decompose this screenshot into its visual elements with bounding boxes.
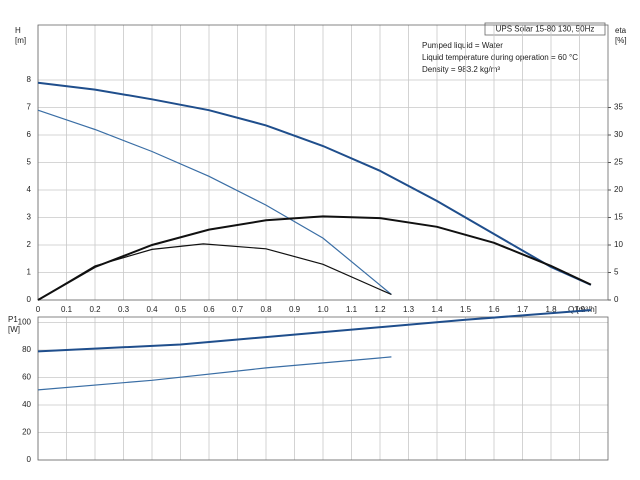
y2-label: eta <box>615 26 627 35</box>
x-tick-label: 0.8 <box>260 305 272 314</box>
curve <box>37 109 392 295</box>
y-tick-label: 6 <box>27 130 32 139</box>
x-tick-label: 1.2 <box>374 305 386 314</box>
y-tick-label: 5 <box>27 158 32 167</box>
x-tick-label: 1.0 <box>317 305 329 314</box>
y2-tick-label: 10 <box>614 240 623 249</box>
x-tick-label: 1.4 <box>431 305 443 314</box>
y-tick-label: 1 <box>27 268 32 277</box>
y-label: P1 <box>8 315 18 324</box>
plot-frame <box>37 316 609 461</box>
y2-tick-label: 5 <box>614 268 619 277</box>
x-tick-label: 1.1 <box>346 305 358 314</box>
x-tick-label: 0.4 <box>146 305 158 314</box>
x-tick-label: 0.1 <box>61 305 73 314</box>
x-tick-label: 0.9 <box>289 305 301 314</box>
y-label: H <box>15 26 21 35</box>
curve <box>37 243 392 301</box>
x-tick-label: 0.7 <box>232 305 244 314</box>
x-tick-label: 1.7 <box>517 305 529 314</box>
y2-tick-label: 20 <box>614 185 623 194</box>
x-tick-label: 1.5 <box>460 305 472 314</box>
x-tick-label: 0.3 <box>118 305 130 314</box>
x-tick-label: 1.6 <box>488 305 500 314</box>
y-tick-label: 3 <box>27 213 32 222</box>
annotation: Density = 983.2 kg/m³ <box>422 65 500 74</box>
y-tick-label: 40 <box>22 400 31 409</box>
chart-title: UPS Solar 15-80 130, 50Hz <box>496 25 595 34</box>
x-tick-label: 0.5 <box>175 305 187 314</box>
x-tick-label: 0 <box>36 305 41 314</box>
y2-unit: [%] <box>615 36 627 45</box>
x-tick-label: 1.3 <box>403 305 415 314</box>
y-tick-label: 0 <box>27 455 32 464</box>
y2-tick-label: 25 <box>614 158 623 167</box>
x-label: Q [m³/h] <box>568 305 597 314</box>
y-unit: [W] <box>8 325 20 334</box>
curve <box>37 215 592 301</box>
y-tick-label: 20 <box>22 428 31 437</box>
y-tick-label: 60 <box>22 373 31 382</box>
x-tick-label: 1.9 <box>574 305 586 314</box>
title-box <box>484 22 606 36</box>
y-tick-label: 2 <box>27 240 32 249</box>
x-tick-label: 0.6 <box>203 305 215 314</box>
curve <box>37 309 591 353</box>
y-tick-label: 0 <box>27 295 32 304</box>
curve <box>37 356 392 391</box>
x-tick-label: 1.8 <box>545 305 557 314</box>
x-tick-label: 0.2 <box>89 305 101 314</box>
y2-tick-label: 35 <box>614 103 623 112</box>
y-tick-label: 7 <box>27 103 32 112</box>
y2-tick-label: 15 <box>614 213 623 222</box>
curve <box>37 81 592 286</box>
annotation: Liquid temperature during operation = 60… <box>422 53 578 62</box>
y-tick-label: 8 <box>27 75 32 84</box>
y-tick-label: 4 <box>27 185 32 194</box>
y-unit: [m] <box>15 36 26 45</box>
y2-tick-label: 30 <box>614 130 623 139</box>
annotation: Pumped liquid = Water <box>422 41 503 50</box>
y-tick-label: 100 <box>18 318 32 327</box>
y2-tick-label: 0 <box>614 295 619 304</box>
plot-frame <box>37 24 609 301</box>
y-tick-label: 80 <box>22 345 31 354</box>
